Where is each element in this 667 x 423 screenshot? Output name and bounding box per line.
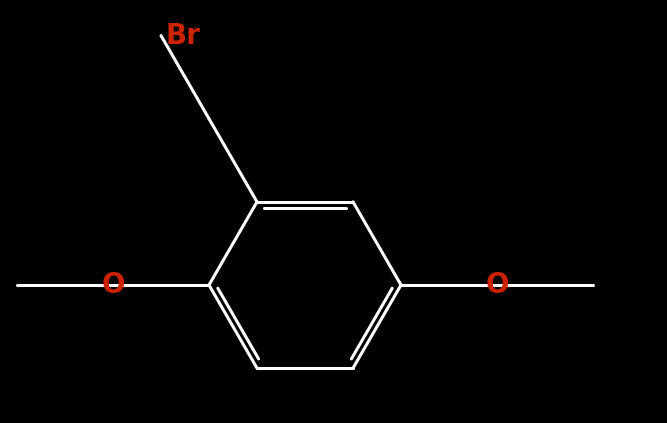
Text: O: O — [486, 271, 509, 299]
Text: Br: Br — [166, 22, 201, 49]
Text: O: O — [101, 271, 125, 299]
